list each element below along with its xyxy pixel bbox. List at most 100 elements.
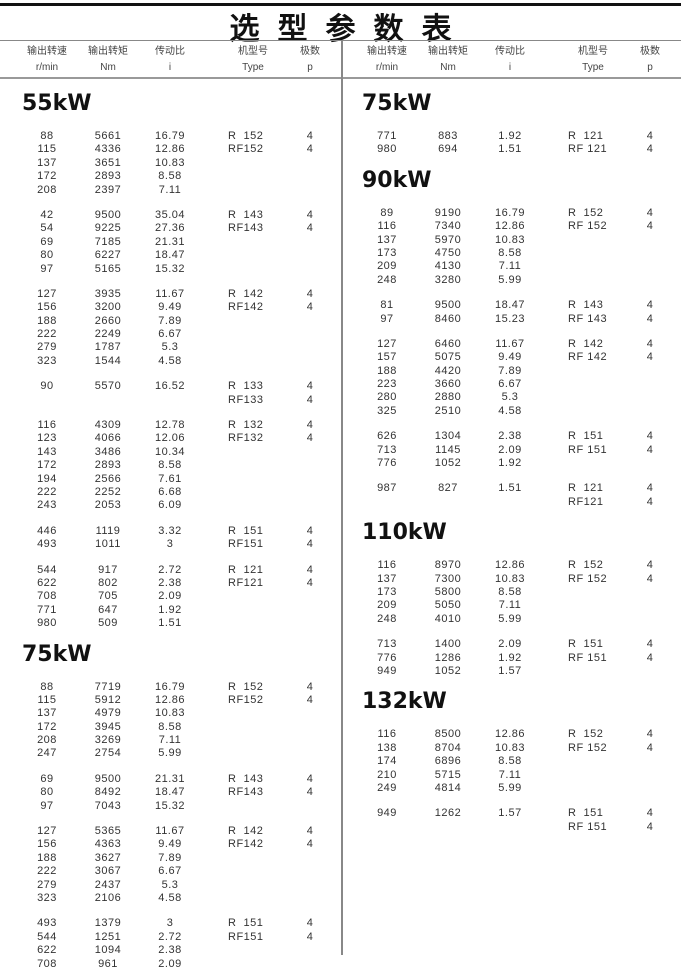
output-speed: 708 — [37, 957, 57, 970]
output-torque: 694 — [438, 143, 458, 156]
header-cn: 传动比 — [155, 46, 185, 57]
table-row: RF121 4 — [340, 496, 670, 509]
model-type: RF 152 — [568, 572, 608, 585]
page-title: 选型参数表 — [229, 12, 470, 47]
ratio: 2.72 — [158, 563, 182, 576]
output-torque: 9500 — [94, 772, 122, 785]
output-torque: 2437 — [94, 878, 122, 891]
table-row: 222 3067 6.67 — [0, 865, 330, 878]
model-type: RF133 — [228, 393, 264, 406]
poles: 4 — [646, 559, 654, 572]
table-row: 776 1286 1.92 RF 151 4 — [340, 652, 670, 665]
table-row: 544 917 2.72 R 121 4 — [0, 564, 330, 577]
poles: 4 — [646, 312, 654, 325]
ratio: 16.79 — [494, 206, 526, 219]
model-group: 771 883 1.92 R 121 4 980 694 1.51 RF 121 4 — [340, 130, 670, 157]
output-speed: 223 — [377, 378, 397, 391]
poles: 4 — [306, 825, 314, 838]
output-speed: 249 — [377, 781, 397, 794]
ratio: 10.34 — [154, 445, 186, 458]
poles: 4 — [306, 222, 314, 235]
table-row: 209 4130 7.11 — [340, 260, 670, 273]
model-type: RF151 — [228, 930, 264, 943]
output-speed: 279 — [37, 341, 57, 354]
output-speed: 280 — [377, 391, 397, 404]
output-torque: 827 — [438, 482, 458, 495]
model-type: R 151 — [568, 638, 604, 651]
power-section: 110kW 116 8970 12.86 R 152 4 137 7300 10.83 RF 15… — [340, 519, 670, 678]
ratio: 27.36 — [154, 222, 186, 235]
table-row: 116 8500 12.86 R 152 4 — [340, 728, 670, 741]
ratio: 1.92 — [498, 130, 522, 142]
model-type: RF 142 — [568, 351, 608, 364]
output-speed: 188 — [37, 851, 57, 864]
poles: 4 — [646, 337, 654, 350]
ratio: 2.09 — [498, 638, 522, 651]
header-rule-bottom — [0, 77, 681, 79]
ratio: 7.61 — [158, 472, 182, 485]
output-speed: 116 — [377, 728, 397, 741]
left-column: 55kW 88 5661 16.79 R 152 4 115 4336 12.86 RF152 4 1… — [0, 80, 330, 971]
table-row: 279 2437 5.3 — [0, 879, 330, 892]
output-speed: 138 — [377, 741, 397, 754]
column-divider — [341, 41, 343, 955]
model-type: R 142 — [228, 825, 264, 838]
output-speed: 708 — [37, 590, 57, 603]
header-unit: Type — [582, 62, 604, 73]
output-speed: 97 — [40, 262, 54, 275]
column-header: 输出转速 r/min — [22, 44, 72, 76]
poles: 4 — [646, 807, 654, 820]
table-row: 708 705 2.09 — [0, 590, 330, 603]
model-type: RF152 — [228, 693, 264, 706]
poles: 4 — [306, 524, 314, 537]
output-torque: 961 — [98, 957, 118, 970]
ratio: 1.57 — [498, 807, 522, 820]
output-speed: 97 — [380, 312, 394, 325]
output-speed: 493 — [37, 917, 57, 930]
table-row: 69 7185 21.31 — [0, 236, 330, 249]
ratio: 18.47 — [494, 299, 526, 312]
ratio: 12.86 — [154, 693, 186, 706]
ratio: 1.92 — [158, 603, 182, 616]
output-speed: 156 — [37, 838, 57, 851]
poles: 4 — [646, 651, 654, 664]
output-torque: 2053 — [94, 499, 122, 512]
ratio: 3 — [166, 917, 174, 930]
header-unit: Nm — [100, 62, 116, 73]
ratio: 4.58 — [158, 354, 182, 367]
ratio: 7.89 — [158, 314, 182, 327]
table-row: 280 2880 5.3 — [340, 391, 670, 404]
output-torque: 8492 — [94, 786, 122, 799]
ratio: 7.11 — [498, 260, 522, 273]
ratio: 12.06 — [154, 432, 186, 445]
output-speed: 80 — [40, 786, 54, 799]
table-row: 116 7340 12.86 RF 152 4 — [340, 220, 670, 233]
model-type: RF121 — [228, 576, 264, 589]
model-type: RF 152 — [568, 220, 608, 233]
model-type: RF 151 — [568, 820, 608, 833]
model-type: R 133 — [228, 380, 264, 393]
output-speed: 137 — [37, 156, 57, 169]
table-row: 123 4066 12.06 RF132 4 — [0, 432, 330, 445]
ratio: 8.58 — [498, 585, 522, 598]
ratio: 5.99 — [498, 273, 522, 286]
model-type: R 152 — [568, 728, 604, 741]
poles: 4 — [306, 130, 314, 142]
ratio: 4.58 — [158, 891, 182, 904]
output-speed: 42 — [40, 208, 54, 221]
model-group: 116 4309 12.78 R 132 4 123 4066 12.06 RF132 4 143 3… — [0, 419, 330, 513]
ratio: 1.92 — [498, 457, 522, 470]
table-row: 713 1145 2.09 RF 151 4 — [340, 444, 670, 457]
ratio: 16.79 — [154, 680, 186, 693]
table-row: 493 1011 3 RF151 4 — [0, 538, 330, 551]
table-row: 323 1544 4.58 — [0, 355, 330, 368]
ratio: 21.31 — [154, 235, 186, 248]
table-row: 493 1379 3 R 151 4 — [0, 917, 330, 930]
output-speed: 776 — [377, 457, 397, 470]
table-row: 88 5661 16.79 R 152 4 — [0, 130, 330, 143]
ratio: 7.11 — [498, 768, 522, 781]
poles: 4 — [306, 380, 314, 393]
ratio: 2.09 — [158, 590, 182, 603]
table-row: 97 5165 15.32 — [0, 263, 330, 276]
model-group: 88 7719 16.79 R 152 4 115 5912 12.86 RF152 4 137 49… — [0, 681, 330, 761]
